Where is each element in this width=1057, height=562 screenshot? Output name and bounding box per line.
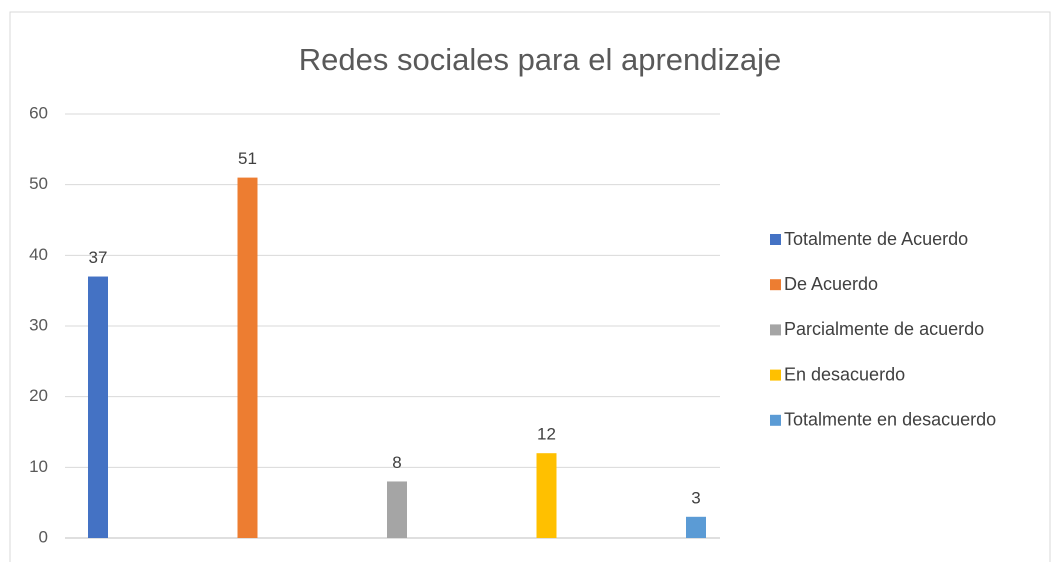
data-label: 3 — [691, 488, 700, 507]
bar — [237, 177, 258, 538]
legend-label: Totalmente en desacuerdo — [784, 410, 996, 430]
legend-label: De Acuerdo — [784, 274, 878, 294]
legend-label: Totalmente de Acuerdo — [784, 229, 968, 249]
bar — [387, 481, 407, 538]
legend-swatch — [770, 279, 781, 291]
bar — [536, 453, 557, 538]
y-tick-label: 60 — [29, 103, 48, 122]
y-tick-label: 20 — [29, 386, 48, 405]
legend-label: Parcialmente de acuerdo — [784, 319, 984, 339]
data-label: 37 — [89, 248, 108, 267]
legend-swatch — [770, 234, 781, 245]
data-label: 8 — [392, 453, 401, 472]
chart-title: Redes sociales para el aprendizaje — [299, 42, 782, 77]
legend-swatch — [770, 369, 781, 381]
y-tick-label: 40 — [29, 245, 48, 264]
y-tick-label: 0 — [39, 527, 48, 546]
bar — [88, 276, 108, 538]
data-label: 51 — [238, 149, 257, 168]
legend-swatch — [770, 324, 781, 336]
bar — [686, 516, 706, 538]
y-tick-label: 30 — [29, 315, 48, 334]
legend-label: En desacuerdo — [784, 364, 905, 384]
legend-swatch — [770, 414, 781, 426]
y-tick-label: 50 — [29, 174, 48, 193]
chart-border — [9, 11, 1051, 562]
y-tick-label: 10 — [29, 457, 48, 476]
data-label: 12 — [537, 425, 556, 444]
